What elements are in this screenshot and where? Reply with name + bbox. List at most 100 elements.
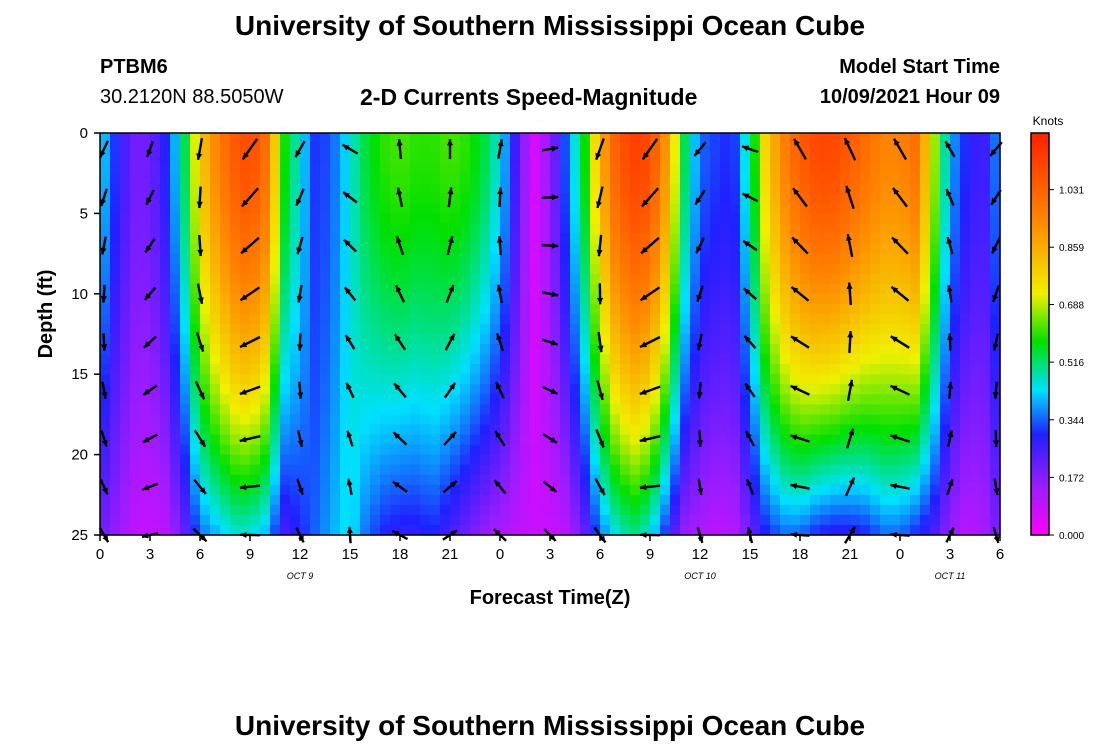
heatmap-cell	[830, 313, 841, 325]
heatmap-cell	[710, 474, 721, 486]
heatmap-cell	[880, 394, 891, 405]
heatmap-cell	[520, 444, 531, 456]
heatmap-cell	[860, 524, 871, 536]
heatmap-cell	[610, 444, 621, 456]
heatmap-cell	[470, 293, 481, 305]
heatmap-cell	[840, 233, 851, 245]
heatmap-cell	[660, 394, 671, 405]
heatmap-cell	[920, 424, 931, 436]
heatmap-cell	[610, 344, 621, 355]
heatmap-cell	[700, 354, 711, 365]
heatmap-cell	[710, 404, 721, 415]
heatmap-cell	[690, 524, 701, 536]
heatmap-cell	[570, 223, 581, 235]
heatmap-cell	[740, 514, 751, 526]
heatmap-cell	[760, 354, 771, 365]
heatmap-cell	[660, 193, 671, 204]
heatmap-cell	[430, 444, 441, 456]
heatmap-cell	[470, 494, 481, 506]
heatmap-cell	[840, 213, 851, 225]
heatmap-cell	[480, 364, 491, 375]
heatmap-cell	[410, 444, 421, 456]
heatmap-cell	[600, 233, 611, 245]
heatmap-cell	[800, 334, 811, 345]
heatmap-cell	[300, 354, 311, 365]
heatmap-cell	[250, 273, 261, 285]
heatmap-cell	[140, 464, 151, 476]
heatmap-cell	[410, 193, 421, 204]
heatmap-cell	[590, 384, 601, 395]
heatmap-cell	[650, 313, 661, 325]
heatmap-cell	[270, 394, 281, 405]
heatmap-cell	[720, 494, 731, 506]
heatmap-cell	[820, 414, 831, 426]
heatmap-cell	[980, 193, 991, 204]
heatmap-cell	[570, 464, 581, 476]
heatmap-cell	[280, 384, 291, 395]
heatmap-cell	[140, 283, 151, 295]
heatmap-cell	[690, 293, 701, 305]
heatmap-cell	[900, 444, 911, 456]
heatmap-cell	[550, 263, 561, 275]
heatmap-cell	[930, 313, 941, 325]
heatmap-cell	[270, 233, 281, 245]
heatmap-cell	[810, 133, 821, 144]
heatmap-cell	[570, 133, 581, 144]
heatmap-cell	[870, 514, 881, 526]
heatmap-cell	[300, 223, 311, 235]
heatmap-cell	[800, 193, 811, 204]
heatmap-cell	[600, 283, 611, 295]
heatmap-cell	[350, 223, 361, 235]
current-vector	[344, 334, 356, 350]
heatmap-cell	[160, 404, 171, 415]
heatmap-cell	[340, 494, 351, 506]
heatmap-cell	[350, 434, 361, 446]
heatmap-cell	[330, 193, 341, 204]
heatmap-cell	[660, 173, 671, 184]
heatmap-cell	[160, 514, 171, 526]
heatmap-cell	[170, 394, 181, 405]
heatmap-cell	[110, 334, 121, 345]
heatmap-cell	[880, 364, 891, 375]
heatmap-cell	[710, 263, 721, 275]
heatmap-cell	[840, 434, 851, 446]
heatmap-cell	[850, 464, 861, 476]
heatmap-cell	[890, 293, 901, 305]
heatmap-cell	[450, 444, 461, 456]
heatmap-cell	[510, 384, 521, 395]
heatmap-cell	[970, 213, 981, 225]
x-tick-label: 3	[946, 546, 954, 563]
heatmap-cell	[770, 163, 781, 174]
current-vector	[595, 138, 605, 161]
heatmap-cell	[260, 173, 271, 184]
heatmap-cell	[860, 494, 871, 506]
heatmap-cell	[950, 253, 961, 265]
heatmap-cell	[890, 514, 901, 526]
heatmap-cell	[640, 183, 651, 194]
heatmap-cell	[590, 283, 601, 295]
heatmap-cell	[180, 474, 191, 486]
heatmap-cell	[170, 344, 181, 355]
heatmap-cell	[900, 253, 911, 265]
heatmap-cell	[540, 203, 551, 214]
heatmap-cell	[180, 434, 191, 446]
heatmap-cell	[180, 494, 191, 506]
heatmap-cell	[130, 524, 141, 536]
heatmap-cell	[930, 414, 941, 426]
heatmap-cell	[460, 263, 471, 275]
heatmap-cell	[140, 253, 151, 265]
heatmap-cell	[140, 394, 151, 405]
heatmap-cell	[690, 163, 701, 174]
heatmap-cell	[400, 514, 411, 526]
date-label: OCT 11	[935, 571, 966, 581]
heatmap-cell	[170, 424, 181, 436]
heatmap-cell	[250, 524, 261, 536]
heatmap-cell	[360, 394, 371, 405]
heatmap-cell	[590, 504, 601, 516]
current-vector	[196, 283, 204, 305]
heatmap-cell	[650, 484, 661, 496]
heatmap-cell	[300, 334, 311, 345]
heatmap-cell	[680, 263, 691, 275]
heatmap-cell	[710, 303, 721, 315]
heatmap-cell	[440, 354, 451, 365]
